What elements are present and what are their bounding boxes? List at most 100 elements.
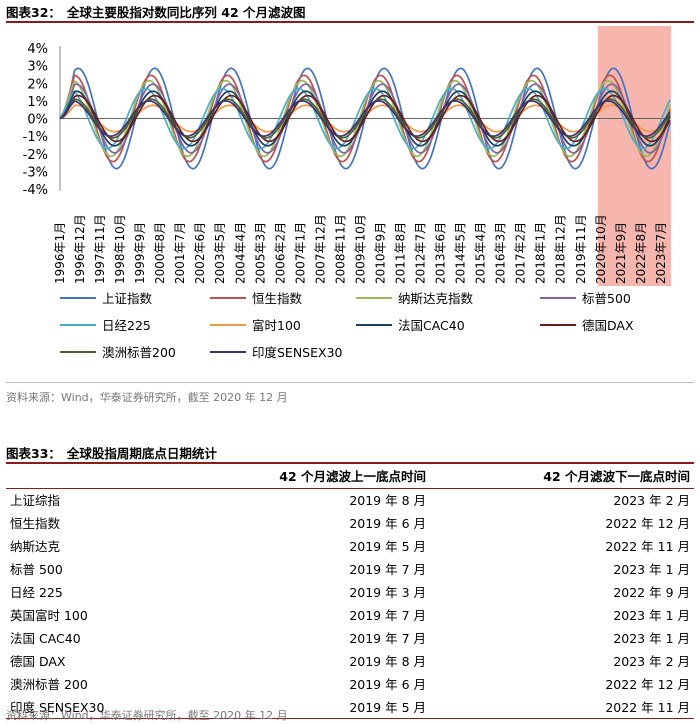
y-tick-label: -2% <box>23 148 48 163</box>
x-tick-label: 2023年7月 <box>654 222 668 284</box>
prev-trough-cell: 2019 年 6 月 <box>349 677 426 692</box>
x-tick-label: 2017年2月 <box>514 222 528 284</box>
x-tick-label: 2005年3月 <box>253 222 267 284</box>
legend-swatch <box>356 323 392 326</box>
table-row: 上证综指 2019 年 8 月 2023 年 2 月 <box>6 488 694 511</box>
figure-33-label: 图表33： <box>6 445 61 461</box>
x-tick-label: 2010年9月 <box>373 222 387 284</box>
figure-33-source: 资料来源：Wind，华泰证券研究所，截至 2020 年 12 月 <box>6 709 288 722</box>
x-tick-label: 2020年10月 <box>594 214 608 284</box>
next-trough-cell: 2022 年 11 月 <box>605 699 690 715</box>
figure-32-source: 资料来源：Wind，华泰证券研究所，截至 2020 年 12 月 <box>6 391 288 404</box>
x-tick-label: 1997年11月 <box>93 214 107 284</box>
legend-item: 富时100 <box>210 315 301 334</box>
next-trough-cell: 2022 年 9 月 <box>613 585 690 600</box>
index-name-cell: 印度 SENSEX30 <box>10 699 105 715</box>
legend-item: 上证指数 <box>60 288 152 307</box>
table-row: 日经 225 2019 年 3 月 2022 年 9 月 <box>6 580 694 603</box>
prev-trough-cell: 2019 年 5 月 <box>349 539 426 554</box>
index-name-cell: 上证综指 <box>10 493 61 509</box>
figure-32-heading: 全球主要股指对数同比序列 42 个月滤波图 <box>66 4 306 20</box>
x-tick-label: 2012年7月 <box>414 222 428 284</box>
legend-label: 纳斯达克指数 <box>398 291 474 306</box>
table-row: 印度 SENSEX30 2019 年 5 月 2022 年 11 月 <box>6 695 694 718</box>
legend-item: 日经225 <box>60 315 151 334</box>
legend-label: 印度SENSEX30 <box>252 345 343 360</box>
index-name-cell: 日经 225 <box>10 585 63 600</box>
x-tick-label: 2018年1月 <box>534 222 548 284</box>
series-line <box>59 74 671 163</box>
legend-item: 印度SENSEX30 <box>210 342 343 361</box>
prev-trough-cell: 2019 年 7 月 <box>349 631 426 646</box>
legend-item: 德国DAX <box>540 315 634 334</box>
table-row: 法国 CAC40 2019 年 7 月 2023 年 1 月 <box>6 626 694 649</box>
x-tick-label: 2022年8月 <box>634 222 648 284</box>
index-name-cell: 恒生指数 <box>10 516 61 531</box>
x-tick-label: 1998年10月 <box>113 214 127 284</box>
x-tick-label: 2006年2月 <box>273 222 287 284</box>
y-tick-label: 4% <box>27 42 48 57</box>
y-tick-label: 2% <box>27 77 48 92</box>
legend-swatch <box>60 323 96 326</box>
x-tick-label: 1996年1月 <box>53 222 67 284</box>
legend-label: 富时100 <box>252 318 301 333</box>
x-tick-label: 1999年9月 <box>133 222 147 284</box>
legend-swatch <box>60 296 96 299</box>
next-trough-cell: 2022 年 11 月 <box>605 539 690 554</box>
next-trough-cell: 2023 年 1 月 <box>613 608 690 623</box>
next-trough-cell: 2023 年 1 月 <box>613 562 690 577</box>
legend-swatch <box>60 350 96 353</box>
x-tick-label: 2008年11月 <box>333 214 347 284</box>
prev-trough-cell: 2019 年 8 月 <box>349 654 426 669</box>
cycle-filter-chart: 4% 3% 2% 1% 0% -1% -2% -3% -4% 1996年1月 1996年12月 199… <box>23 26 671 286</box>
index-name-cell: 法国 CAC40 <box>10 631 81 646</box>
table-row: 英国富时 100 2019 年 7 月 2023 年 1 月 <box>6 603 694 626</box>
x-tick-label: 2004年4月 <box>233 222 247 284</box>
x-tick-label: 2021年9月 <box>614 222 628 284</box>
index-name-cell: 澳洲标普 200 <box>10 677 88 692</box>
y-tick-label: 3% <box>27 60 48 75</box>
figure-32-top-rule <box>6 21 694 23</box>
table-row: 标普 500 2019 年 7 月 2023 年 1 月 <box>6 557 694 580</box>
prev-trough-cell: 2019 年 7 月 <box>349 562 426 577</box>
y-tick-label: -1% <box>23 130 48 145</box>
legend-label: 标普500 <box>582 291 631 306</box>
legend-item: 法国CAC40 <box>356 315 465 334</box>
next-trough-cell: 2022 年 12 月 <box>605 677 690 692</box>
legend-swatch <box>210 323 246 326</box>
x-tick-label: 2011年8月 <box>394 222 408 284</box>
y-tick-label: -4% <box>23 183 48 198</box>
x-tick-label: 2007年1月 <box>293 222 307 284</box>
x-tick-label: 2016年3月 <box>494 222 508 284</box>
legend-item: 恒生指数 <box>210 288 302 307</box>
x-tick-label: 2015年4月 <box>474 222 488 284</box>
y-tick-label: -3% <box>23 165 48 180</box>
legend-swatch <box>210 350 246 353</box>
x-tick-label: 2019年11月 <box>574 214 588 284</box>
prev-trough-cell: 2019 年 6 月 <box>349 516 426 531</box>
legend-item: 澳洲标普200 <box>60 342 176 361</box>
next-trough-cell: 2023 年 2 月 <box>613 654 690 669</box>
prev-trough-cell: 2019 年 3 月 <box>349 585 426 600</box>
figure-32-label: 图表32： <box>6 4 61 20</box>
series-line <box>59 87 671 150</box>
x-tick-label: 1996年12月 <box>73 214 87 284</box>
index-name-cell: 纳斯达克 <box>10 539 61 554</box>
legend-item: 纳斯达克指数 <box>356 288 473 307</box>
prev-trough-cell: 2019 年 5 月 <box>349 699 426 715</box>
legend-label: 法国CAC40 <box>398 318 465 333</box>
y-tick-label: 0% <box>27 113 48 128</box>
index-name-cell: 标普 500 <box>10 562 63 577</box>
trough-date-table: 42 个月滤波上一底点时间 42 个月滤波下一底点时间 上证综指 2019 年 8… <box>6 464 694 719</box>
x-tick-label: 2009年10月 <box>353 214 367 284</box>
series-line <box>59 90 671 147</box>
index-name-cell: 德国 DAX <box>10 654 66 669</box>
x-tick-label: 2013年6月 <box>434 222 448 284</box>
prev-trough-cell: 2019 年 8 月 <box>349 493 426 509</box>
figure-33-top-rule <box>6 462 694 464</box>
legend-label: 澳洲标普200 <box>102 345 176 360</box>
x-tick-label: 2000年8月 <box>153 222 167 284</box>
legend-swatch <box>356 296 392 299</box>
table-header-next-trough: 42 个月滤波下一底点时间 <box>543 469 690 485</box>
legend-swatch <box>540 323 576 326</box>
